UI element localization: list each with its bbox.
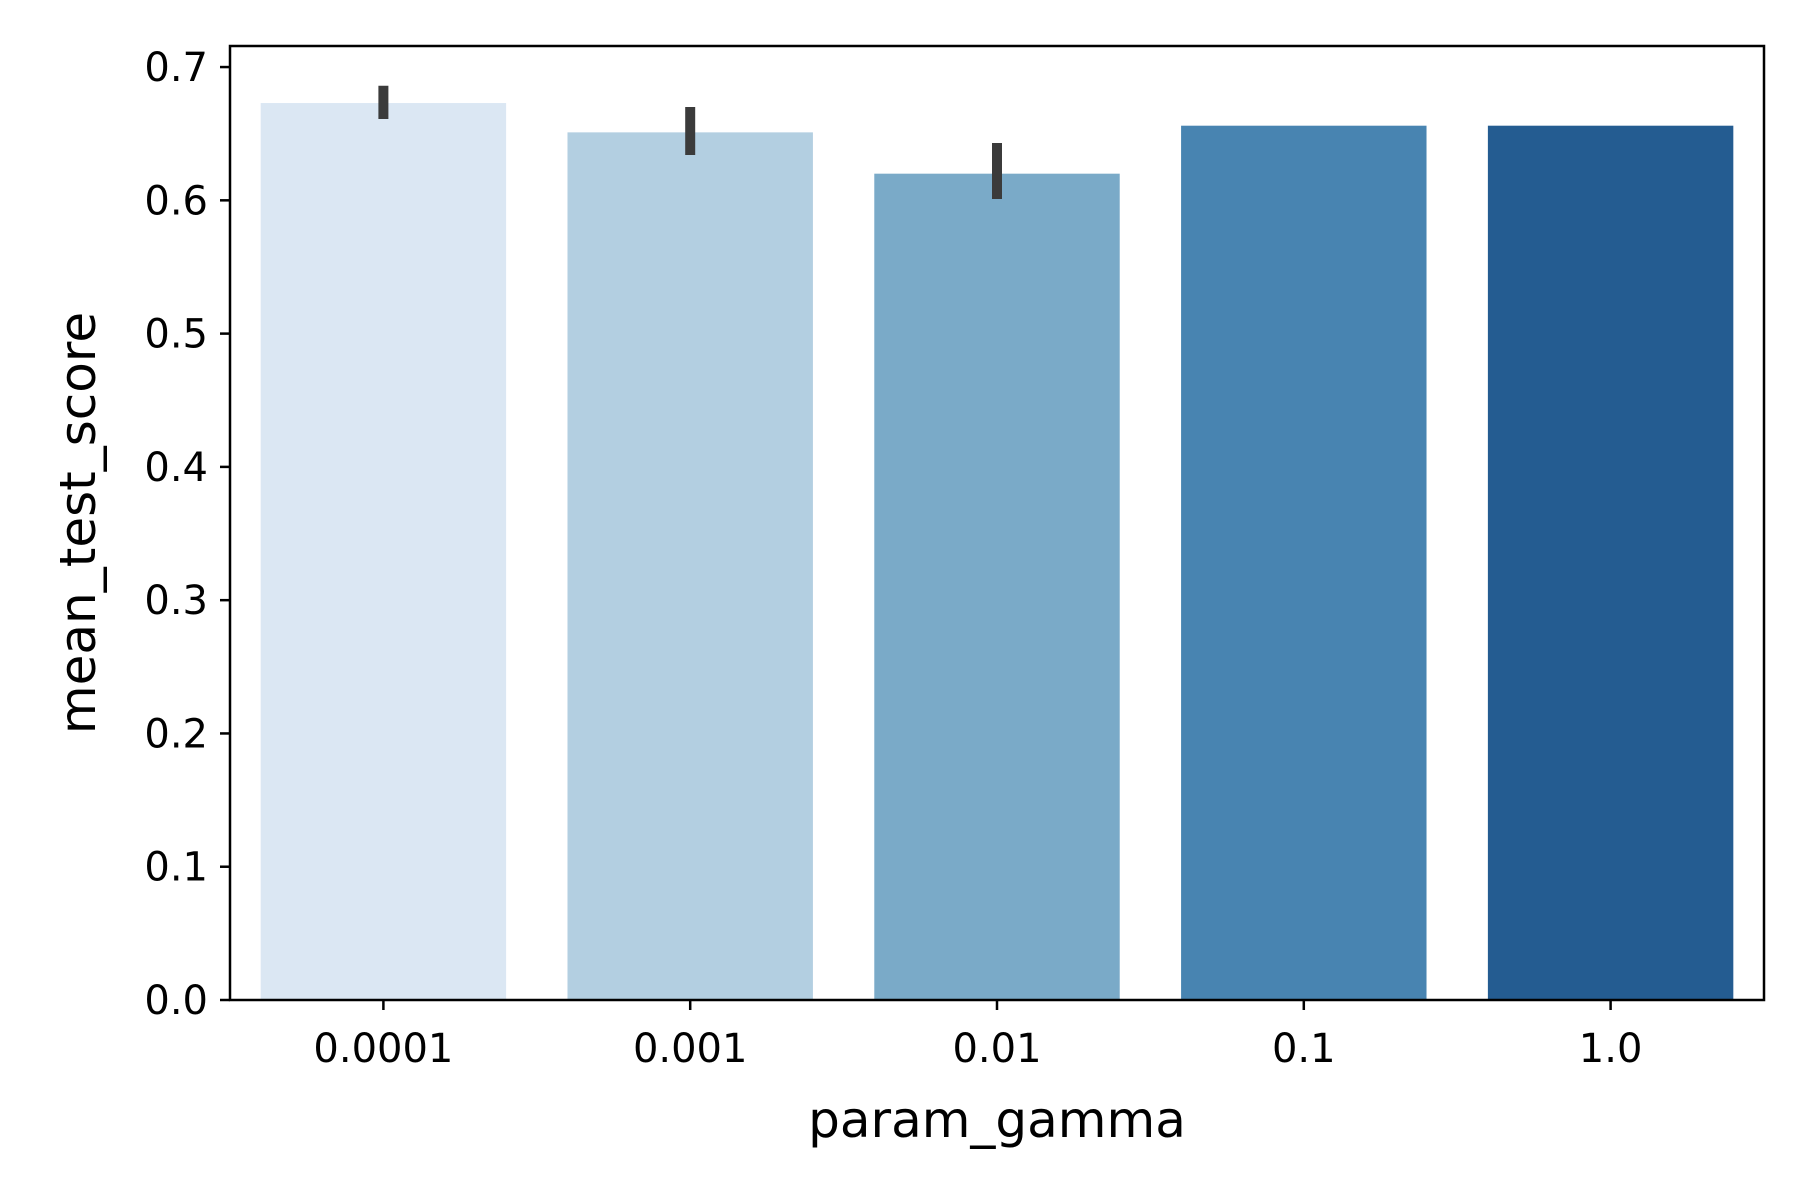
y-axis-title: mean_test_score (49, 312, 107, 734)
y-tick-label-0.3: 0.3 (144, 578, 208, 624)
y-tick-label-0.5: 0.5 (144, 312, 208, 358)
x-tick-label-0.0001: 0.0001 (313, 1026, 453, 1072)
x-axis: 0.0001 0.001 0.01 0.1 1.0 (313, 1000, 1642, 1072)
x-axis-title: param_gamma (808, 1091, 1186, 1149)
bar-0.01 (874, 173, 1120, 1000)
y-tick-label-0.2: 0.2 (144, 711, 208, 757)
x-tick-label-0.1: 0.1 (1272, 1026, 1336, 1072)
bars-layer (260, 103, 1734, 1001)
y-tick-label-0.7: 0.7 (144, 45, 208, 91)
y-tick-label-0.0: 0.0 (144, 978, 208, 1024)
x-tick-label-0.01: 0.01 (952, 1026, 1041, 1072)
y-tick-label-0.6: 0.6 (144, 178, 208, 224)
bar-0.001 (567, 132, 813, 1001)
y-tick-label-0.1: 0.1 (144, 845, 208, 891)
x-tick-label-0.001: 0.001 (633, 1026, 748, 1072)
y-axis: 0.0 0.1 0.2 0.3 0.4 0.5 0.6 0.7 (144, 45, 230, 1024)
error-bars-layer (378, 85, 1002, 200)
bar-0.1 (1181, 125, 1427, 1001)
bar-1.0 (1487, 125, 1734, 1001)
y-tick-label-0.4: 0.4 (144, 445, 208, 491)
bar-0.0001 (260, 103, 507, 1001)
x-tick-label-1.0: 1.0 (1579, 1026, 1643, 1072)
